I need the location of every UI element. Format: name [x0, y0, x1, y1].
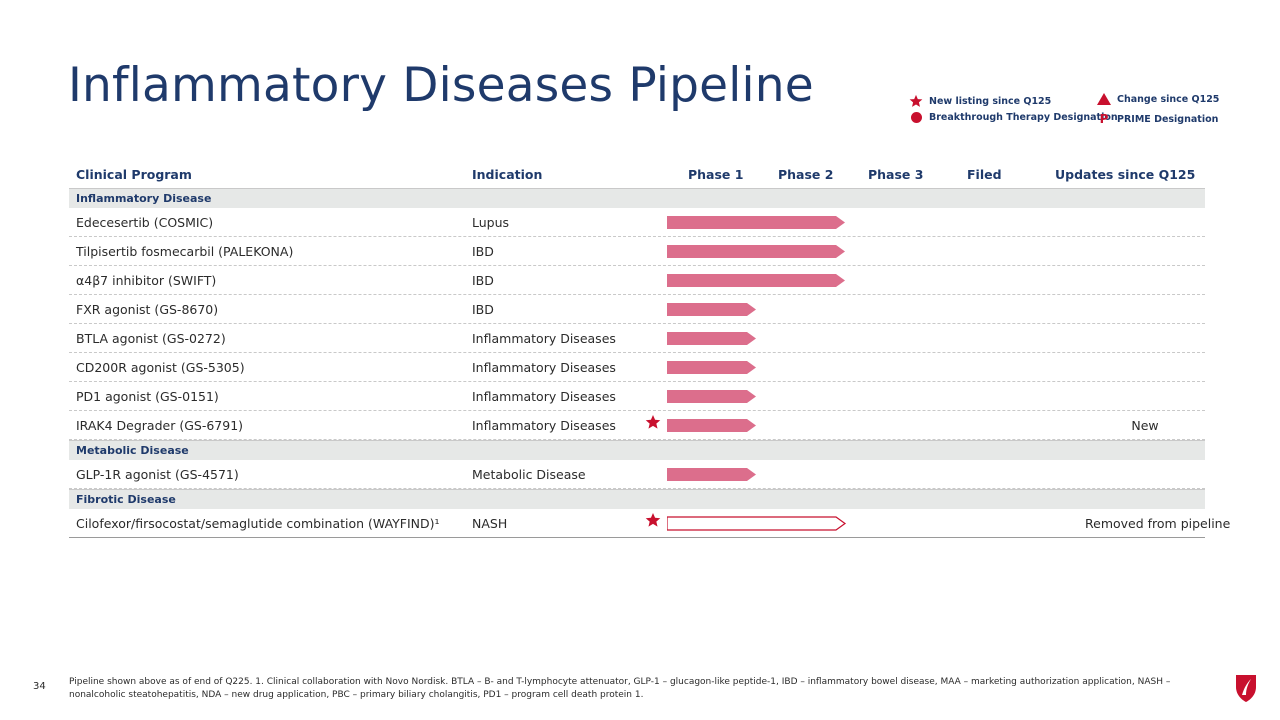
indication: IBD — [472, 302, 494, 317]
update-status: Removed from pipeline — [1085, 516, 1231, 531]
header-indication: Indication — [472, 167, 543, 182]
phase-bar — [667, 467, 758, 486]
prime-icon: P — [1099, 112, 1109, 126]
legend-prime-label: PRIME Designation — [1117, 113, 1219, 125]
table-row: BTLA agonist (GS-0272) Inflammatory Disea… — [69, 324, 1205, 353]
phase-bar — [667, 331, 758, 350]
section-label: Fibrotic Disease — [76, 493, 176, 506]
star-icon — [645, 512, 661, 532]
phase-bar — [667, 360, 758, 379]
section-header: Metabolic Disease — [69, 440, 1205, 460]
legend-change: Change since Q125 — [1097, 93, 1219, 105]
program-name: BTLA agonist (GS-0272) — [76, 331, 226, 346]
indication: IBD — [472, 273, 494, 288]
company-logo — [1234, 673, 1258, 707]
page-title: Inflammatory Diseases Pipeline — [68, 58, 814, 113]
section-label: Metabolic Disease — [76, 444, 189, 457]
phase-bar — [667, 215, 847, 234]
legend-change-label: Change since Q125 — [1117, 93, 1220, 105]
section-header: Fibrotic Disease — [69, 489, 1205, 509]
legend-new-listing: New listing since Q125 — [909, 93, 1051, 109]
section-header: Inflammatory Disease — [69, 188, 1205, 208]
indication: Inflammatory Diseases — [472, 360, 616, 375]
indication: IBD — [472, 244, 494, 259]
indication: Inflammatory Diseases — [472, 331, 616, 346]
star-icon — [645, 414, 661, 434]
update-status: New — [1131, 418, 1159, 433]
header-updates: Updates since Q125 — [1055, 167, 1196, 182]
program-name: Edecesertib (COSMIC) — [76, 215, 214, 230]
phase-bar — [667, 244, 847, 263]
phase-bar — [666, 516, 847, 535]
indication: Metabolic Disease — [472, 467, 586, 482]
program-name: CD200R agonist (GS-5305) — [76, 360, 245, 375]
table-row: FXR agonist (GS-8670) IBD — [69, 295, 1205, 324]
program-name: PD1 agonist (GS-0151) — [76, 389, 219, 404]
indication: Inflammatory Diseases — [472, 389, 616, 404]
indication: Lupus — [472, 215, 510, 230]
circle-icon — [909, 112, 923, 123]
program-name: FXR agonist (GS-8670) — [76, 302, 219, 317]
phase-bar — [667, 273, 847, 292]
page-number: 34 — [33, 681, 46, 692]
header-phase3: Phase 3 — [868, 167, 924, 182]
legend-breakthrough-label: Breakthrough Therapy Designation — [929, 112, 1118, 123]
section-label: Inflammatory Disease — [76, 192, 212, 205]
header-filed: Filed — [967, 167, 1002, 182]
legend-breakthrough: Breakthrough Therapy Designation — [909, 112, 1118, 123]
table-header: Clinical Program Indication Phase 1 Phas… — [69, 160, 1205, 188]
table-row: PD1 agonist (GS-0151) Inflammatory Diseas… — [69, 382, 1205, 411]
phase-bar — [667, 389, 758, 408]
table-row: Edecesertib (COSMIC) Lupus — [69, 208, 1205, 237]
legend-prime: P PRIME Designation — [1097, 112, 1219, 126]
indication: NASH — [472, 516, 508, 531]
program-name: GLP-1R agonist (GS-4571) — [76, 467, 239, 482]
table-row: CD200R agonist (GS-5305) Inflammatory Dis… — [69, 353, 1205, 382]
footnote: Pipeline shown above as of end of Q225. … — [69, 677, 1171, 700]
phase-bar — [667, 302, 758, 321]
pipeline-table: Clinical Program Indication Phase 1 Phas… — [69, 160, 1231, 538]
program-name: Cilofexor/firsocostat/semaglutide combin… — [76, 516, 440, 531]
phase-bar — [667, 418, 758, 437]
program-name: α4β7 inhibitor (SWIFT) — [76, 273, 217, 288]
header-program: Clinical Program — [76, 167, 192, 182]
legend-new-listing-label: New listing since Q125 — [929, 95, 1052, 107]
header-phase2: Phase 2 — [778, 167, 834, 182]
table-row: α4β7 inhibitor (SWIFT) IBD — [69, 266, 1205, 295]
table-row: Cilofexor/firsocostat/semaglutide combin… — [69, 509, 1231, 538]
header-phase1: Phase 1 — [688, 167, 744, 182]
table-row: GLP-1R agonist (GS-4571) Metabolic Diseas… — [69, 460, 1205, 489]
star-icon — [909, 93, 923, 109]
program-name: IRAK4 Degrader (GS-6791) — [76, 418, 244, 433]
indication: Inflammatory Diseases — [472, 418, 616, 433]
table-row: IRAK4 Degrader (GS-6791) Inflammatory Dis… — [69, 411, 1205, 440]
program-name: Tilpisertib fosmecarbil (PALEKONA) — [76, 244, 294, 259]
table-row: Tilpisertib fosmecarbil (PALEKONA) IBD — [69, 237, 1205, 266]
triangle-icon — [1097, 93, 1111, 105]
